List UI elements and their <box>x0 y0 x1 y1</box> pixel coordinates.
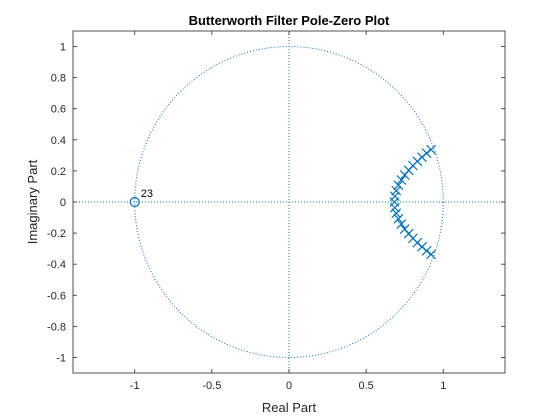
x-tick-label: 0 <box>286 380 292 392</box>
chart-title: Butterworth Filter Pole-Zero Plot <box>189 13 390 28</box>
pole-marker <box>391 185 402 196</box>
y-tick-label: 0.2 <box>51 166 66 178</box>
zero-multiplicity-label: 23 <box>141 188 153 200</box>
y-tick-label: 1 <box>60 42 66 54</box>
data-marks: 23 <box>129 144 437 260</box>
pole-marker <box>393 180 404 191</box>
pole-marker <box>396 175 407 185</box>
x-axis-label: Real Part <box>262 400 317 415</box>
y-tick-label: -1 <box>56 352 66 364</box>
pole-marker <box>391 208 402 219</box>
y-tick-label: -0.4 <box>47 259 66 271</box>
pole-marker <box>426 144 437 155</box>
pole-marker <box>421 245 432 256</box>
pole-marker <box>426 249 437 260</box>
x-tick-label: -1 <box>130 380 140 392</box>
y-tick-label: 0.8 <box>51 73 66 85</box>
y-tick-label: -0.8 <box>47 321 66 333</box>
unit-circle <box>134 46 444 358</box>
y-tick-label: 0.6 <box>51 104 66 116</box>
y-tick-label: -0.2 <box>47 228 66 240</box>
y-axis-label: Imaginary Part <box>25 159 40 244</box>
x-tick-label: -0.5 <box>202 380 221 392</box>
y-tick-label: -0.6 <box>47 290 66 302</box>
x-tick-label: 0.5 <box>358 380 373 392</box>
pole-marker <box>399 170 410 180</box>
plot-area: 23 -1 -0.5 0 0.5 1 1 0.8 0.6 0.4 0.2 0 -0.2 -0.4 -0.6… <box>47 30 506 392</box>
pole-marker <box>389 202 400 213</box>
x-tick-label: 1 <box>440 380 446 392</box>
pole-marker <box>393 213 404 224</box>
y-tick-label: 0 <box>60 197 66 209</box>
pole-marker <box>396 219 407 229</box>
y-tick-label: 0.4 <box>51 135 66 147</box>
axis-ticks: -1 -0.5 0 0.5 1 1 0.8 0.6 0.4 0.2 0 -0.2 -0.4 -0.6 -0.… <box>47 31 505 392</box>
reference-lines <box>73 31 505 373</box>
zero-marker <box>129 196 140 208</box>
